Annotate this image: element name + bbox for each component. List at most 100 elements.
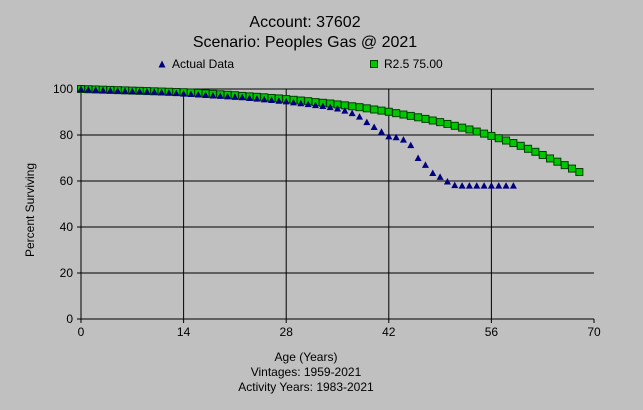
- x-tick-label: 42: [382, 325, 396, 339]
- actual-point: [77, 85, 85, 92]
- data-series: [77, 85, 584, 189]
- tick-labels: 0 20 40 60 80 100 0 14 28 42 56 70: [53, 82, 601, 339]
- actual-point: [128, 87, 136, 95]
- y-tick-label: 20: [60, 266, 74, 280]
- actual-point: [136, 87, 144, 95]
- actual-point: [150, 88, 158, 95]
- curve-point: [502, 136, 511, 145]
- actual-point: [268, 96, 276, 104]
- actual-point: [172, 89, 180, 97]
- actual-point: [290, 98, 298, 106]
- curve-point: [414, 113, 423, 122]
- actual-point: [341, 107, 349, 114]
- actual-point: [399, 136, 407, 143]
- actual-point: [246, 94, 254, 101]
- y-tick-label: 60: [60, 174, 74, 188]
- actual-point: [363, 118, 371, 126]
- curve-point: [362, 104, 371, 113]
- vintages-note: Vintages: 1959-2021: [250, 365, 362, 379]
- actual-point: [180, 90, 188, 97]
- actual-point: [275, 97, 283, 104]
- activity-years-note: Activity Years: 1983-2021: [238, 380, 374, 394]
- curve-point: [384, 107, 393, 116]
- actual-point: [312, 101, 320, 109]
- curve-point: [494, 134, 503, 143]
- actual-point: [348, 109, 356, 117]
- actual-point: [319, 102, 327, 110]
- triangle-marker-icon: [158, 60, 166, 68]
- legend-label-actual-data: Actual Data: [172, 57, 235, 71]
- axes: [77, 88, 595, 323]
- x-axis-label: Age (Years): [274, 350, 338, 364]
- actual-point: [114, 87, 122, 94]
- actual-point: [202, 91, 210, 98]
- actual-point: [414, 154, 422, 161]
- curve-point: [553, 157, 562, 166]
- curve-point: [472, 127, 481, 136]
- chart-title: Account: 37602: [249, 14, 361, 31]
- curve-point: [421, 114, 430, 123]
- y-tick-label: 80: [60, 128, 74, 142]
- curve-point: [560, 161, 569, 170]
- actual-point: [451, 181, 459, 189]
- curve-point: [436, 118, 445, 127]
- curve-point: [428, 116, 437, 125]
- actual-point: [187, 90, 195, 98]
- x-tick-label: 56: [485, 325, 499, 339]
- actual-point: [385, 132, 393, 140]
- curve-point: [406, 111, 415, 120]
- actual-point: [334, 105, 341, 112]
- x-tick-label: 70: [587, 325, 601, 339]
- chart-subtitle: Scenario: Peoples Gas @ 2021: [192, 34, 418, 51]
- actual-point: [458, 182, 466, 189]
- series-actual-data: [77, 85, 517, 189]
- curve-point: [377, 106, 386, 115]
- actual-point: [429, 169, 437, 176]
- actual-point: [209, 91, 217, 99]
- curve-point: [575, 168, 584, 177]
- legend-label-r25-curve: R2.5 75.00: [384, 57, 443, 71]
- actual-point: [377, 128, 385, 135]
- actual-point: [465, 182, 473, 189]
- actual-point: [231, 93, 239, 100]
- actual-point: [495, 182, 503, 189]
- x-tick-label: 14: [177, 325, 191, 339]
- curve-point: [531, 147, 540, 156]
- actual-point: [407, 141, 415, 149]
- curve-point: [538, 151, 547, 160]
- actual-point: [143, 88, 151, 95]
- grid-lines: [81, 88, 594, 319]
- actual-point: [436, 173, 444, 180]
- curve-point: [458, 123, 467, 132]
- legend-item-actual-data: Actual Data: [158, 57, 234, 71]
- actual-point: [355, 113, 363, 120]
- curve-point: [392, 109, 401, 118]
- actual-point: [297, 99, 305, 107]
- actual-point: [502, 182, 510, 189]
- curve-point: [370, 105, 379, 114]
- actual-point: [216, 92, 224, 99]
- y-tick-label: 100: [53, 82, 73, 96]
- curve-point: [524, 144, 533, 153]
- actual-point: [92, 86, 100, 93]
- actual-point: [158, 88, 166, 96]
- actual-point: [106, 86, 114, 94]
- series-r25-curve: [77, 85, 584, 177]
- legend-item-r25-curve: R2.5 75.00: [370, 57, 443, 71]
- curve-point: [443, 119, 452, 128]
- actual-point: [326, 103, 334, 111]
- actual-point: [260, 95, 268, 103]
- curve-point: [348, 102, 357, 111]
- curve-point: [465, 125, 474, 134]
- actual-point: [421, 161, 429, 168]
- x-tick-label: 28: [280, 325, 294, 339]
- actual-point: [238, 93, 246, 101]
- actual-point: [487, 182, 495, 189]
- curve-point: [487, 131, 496, 140]
- curve-point: [355, 103, 364, 112]
- curve-point: [399, 110, 408, 119]
- actual-point: [509, 182, 517, 189]
- curve-point: [516, 141, 525, 150]
- actual-point: [392, 133, 400, 141]
